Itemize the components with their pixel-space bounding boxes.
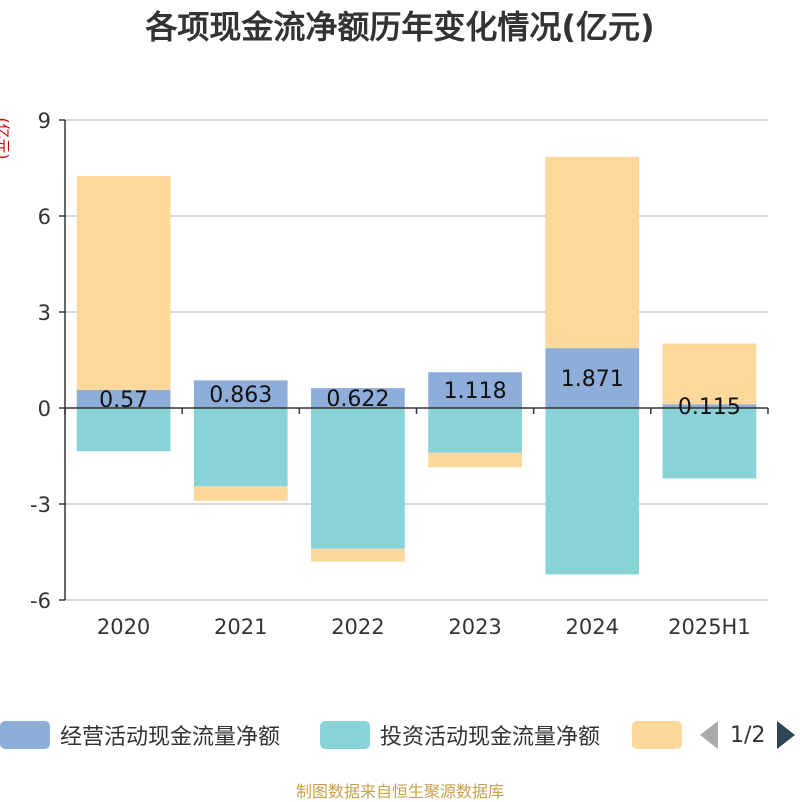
- source-note: 制图数据来自恒生聚源数据库: [295, 782, 504, 801]
- bar-series-0: [428, 372, 522, 408]
- legend: 经营活动现金流量净额 投资活动现金流量净额: [0, 718, 800, 752]
- y-tick-label: 3: [38, 301, 51, 325]
- bars: [76, 156, 757, 575]
- x-tick-label: 2025H1: [668, 615, 751, 639]
- legend-page-indicator: 1/2: [730, 722, 766, 748]
- bar-series-0: [193, 380, 288, 408]
- prev-page-icon[interactable]: [700, 721, 718, 749]
- bar-series-2: [311, 548, 405, 562]
- data-label: 1.118: [444, 379, 507, 404]
- x-tick-label: 2024: [566, 615, 619, 639]
- y-tick-label: 0: [38, 397, 51, 421]
- legend-swatch-operating: [0, 721, 50, 749]
- bar-series-1: [76, 408, 171, 452]
- bar-series-2: [662, 343, 757, 405]
- legend-label-operating: 经营活动现金流量净额: [60, 725, 281, 750]
- data-label: 0.622: [326, 387, 389, 412]
- legend-item-operating[interactable]: 经营活动现金流量净额: [0, 718, 280, 752]
- labels: 0.57 0.863 0.622 1.118 1.871 0.115: [99, 367, 741, 420]
- bar-series-0: [662, 404, 757, 408]
- bar-series-1: [545, 408, 640, 575]
- legend-label-investing: 投资活动现金流量净额: [380, 725, 601, 750]
- bar-series-0: [545, 348, 640, 408]
- y-tick-label: -6: [30, 589, 51, 613]
- x-tick-label: 2020: [97, 615, 150, 639]
- chart-title: 各项现金流净额历年变化情况(亿元): [145, 8, 655, 46]
- bar-series-0: [311, 388, 405, 408]
- data-label: 0.115: [678, 395, 741, 420]
- bar-series-1: [311, 408, 405, 549]
- data-label: 0.863: [209, 383, 272, 408]
- axes: -6 -3 0 3 6 9 2020 2021 2022 2023 2024 2025H1: [30, 109, 769, 639]
- bar-series-2: [428, 452, 522, 468]
- data-label: 1.871: [561, 367, 624, 392]
- x-tick-label: 2023: [448, 615, 501, 639]
- legend-item-financing[interactable]: [632, 718, 682, 752]
- x-tick-label: 2022: [331, 615, 384, 639]
- legend-swatch-investing: [320, 721, 370, 749]
- legend-item-investing[interactable]: 投资活动现金流量净额: [320, 718, 600, 752]
- y-tick-label: -3: [30, 493, 51, 517]
- bar-series-2: [76, 176, 171, 390]
- data-label: 0.57: [99, 388, 148, 413]
- bar-series-1: [428, 408, 522, 453]
- bar-series-1: [662, 408, 757, 479]
- bar-series-2: [545, 156, 640, 349]
- legend-swatch-financing: [632, 721, 682, 749]
- bar-series-1: [193, 408, 288, 487]
- bar-series-2: [193, 486, 288, 501]
- grid-lines: [65, 119, 768, 601]
- y-tick-label: 9: [38, 109, 51, 133]
- bar-series-0: [76, 389, 171, 408]
- x-tick-label: 2021: [214, 615, 267, 639]
- y-tick-label: 6: [38, 205, 51, 229]
- legend-pager: 1/2: [700, 718, 796, 752]
- next-page-icon[interactable]: [777, 721, 796, 749]
